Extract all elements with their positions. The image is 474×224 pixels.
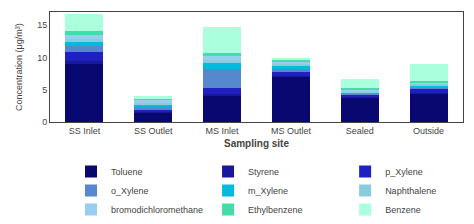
svg-text:SS Inlet: SS Inlet — [69, 126, 101, 136]
svg-text:10: 10 — [37, 53, 47, 63]
svg-text:m_Xylene: m_Xylene — [248, 186, 288, 196]
svg-text:Sealed: Sealed — [346, 126, 374, 136]
svg-text:5: 5 — [42, 85, 47, 95]
svg-text:MS Outlet: MS Outlet — [271, 126, 312, 136]
svg-text:MS Inlet: MS Inlet — [206, 126, 240, 136]
svg-text:p_Xylene: p_Xylene — [385, 167, 423, 177]
svg-text:Benzene: Benzene — [385, 205, 421, 215]
svg-text:Outside: Outside — [413, 126, 444, 136]
svg-text:o_Xylene: o_Xylene — [111, 186, 149, 196]
svg-text:Ethylbenzene: Ethylbenzene — [248, 205, 303, 215]
svg-text:Naphthalene: Naphthalene — [385, 186, 436, 196]
svg-text:Concentration (μg/m³): Concentration (μg/m³) — [14, 23, 24, 111]
svg-text:SS Outlet: SS Outlet — [134, 126, 173, 136]
svg-text:Sampling site: Sampling site — [224, 138, 289, 149]
svg-text:Styrene: Styrene — [248, 167, 279, 177]
svg-text:Toluene: Toluene — [111, 167, 143, 177]
svg-text:0: 0 — [42, 117, 47, 127]
svg-text:15: 15 — [37, 20, 47, 30]
svg-text:bromodichloromethane: bromodichloromethane — [111, 205, 203, 215]
